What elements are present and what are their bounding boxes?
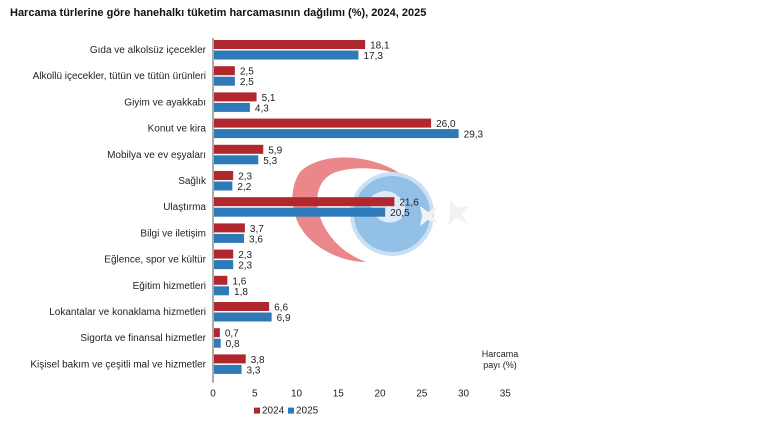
data-label: 2,3 xyxy=(238,261,252,272)
category-label: Ulaştırma xyxy=(163,202,206,213)
data-label: 5,1 xyxy=(262,93,276,104)
data-label: 6,6 xyxy=(274,303,288,314)
data-label: 5,3 xyxy=(263,156,277,167)
x-axis-label: payı (%) xyxy=(483,360,517,370)
data-label: 0,8 xyxy=(226,339,240,350)
bar-2025 xyxy=(214,102,250,112)
data-label: 2,3 xyxy=(238,250,252,261)
bar-2025 xyxy=(214,364,242,374)
data-label: 1,8 xyxy=(234,287,248,298)
category-label: Eğlence, spor ve kültür xyxy=(104,255,206,266)
legend-swatch xyxy=(254,407,260,414)
x-axis-label: Harcama xyxy=(482,349,519,359)
bar-2025 xyxy=(214,233,245,243)
x-tick-label: 5 xyxy=(252,389,258,400)
category-label: Mobilya ve ev eşyaları xyxy=(107,150,206,161)
category-label: Gıda ve alkolsüz içecekler xyxy=(90,45,207,56)
bar-2024 xyxy=(214,223,245,233)
chart-title: Harcama türlerine göre hanehalkı tüketim… xyxy=(10,7,427,19)
data-label: 2,5 xyxy=(240,67,254,78)
category-label: Konut ve kira xyxy=(148,124,207,135)
data-label: 20,5 xyxy=(390,208,410,219)
x-tick-label: 35 xyxy=(500,389,512,400)
bar-2024 xyxy=(214,328,220,338)
legend-label: 2024 xyxy=(262,406,285,417)
data-label: 21,6 xyxy=(399,198,419,209)
bar-2024 xyxy=(214,144,264,154)
data-label: 4,3 xyxy=(255,103,269,114)
bar-2025 xyxy=(214,207,386,217)
bar-2025 xyxy=(214,286,230,296)
data-label: 3,8 xyxy=(251,355,265,366)
bar-2024 xyxy=(214,66,235,76)
data-label: 29,3 xyxy=(464,130,484,141)
watermark-logo xyxy=(292,157,470,262)
legend-swatch xyxy=(288,407,294,414)
data-label: 26,0 xyxy=(436,119,456,130)
bar-2025 xyxy=(214,155,259,165)
data-label: 3,3 xyxy=(247,365,261,376)
data-label: 2,3 xyxy=(238,172,252,183)
data-label: 17,3 xyxy=(363,51,383,62)
category-label: Giyim ve ayakkabı xyxy=(124,97,206,108)
x-tick-label: 30 xyxy=(458,389,470,400)
category-label: Eğitim hizmetleri xyxy=(133,281,206,292)
legend-label: 2025 xyxy=(296,406,319,417)
data-label: 6,9 xyxy=(277,313,291,324)
bar-2025 xyxy=(214,260,234,270)
bar-2025 xyxy=(214,338,221,348)
x-tick-label: 0 xyxy=(210,389,216,400)
category-label: Alkollü içecekler, tütün ve tütün ürünle… xyxy=(33,71,206,82)
data-label: 2,5 xyxy=(240,77,254,88)
bar-2024 xyxy=(214,249,234,259)
category-label: Bilgi ve iletişim xyxy=(140,228,206,239)
category-label: Sigorta ve finansal hizmetler xyxy=(80,333,206,344)
bar-2024 xyxy=(214,118,432,128)
bar-2024 xyxy=(214,92,257,102)
x-tick-label: 15 xyxy=(333,389,345,400)
bar-2025 xyxy=(214,181,233,191)
x-tick-label: 25 xyxy=(416,389,428,400)
bar-2025 xyxy=(214,50,359,60)
bar-2025 xyxy=(214,312,272,322)
data-label: 0,7 xyxy=(225,329,239,340)
bar-2025 xyxy=(214,129,459,139)
bar-2024 xyxy=(214,275,228,285)
bar-2024 xyxy=(214,171,234,180)
bar-2025 xyxy=(214,76,235,86)
bar-2024 xyxy=(214,40,366,49)
data-label: 18,1 xyxy=(370,41,390,52)
x-tick-label: 20 xyxy=(374,389,386,400)
data-label: 1,6 xyxy=(232,276,246,287)
x-tick-label: 10 xyxy=(291,389,303,400)
category-label: Sağlık xyxy=(178,176,207,187)
category-label: Lokantalar ve konaklama hizmetleri xyxy=(49,307,206,318)
data-label: 3,7 xyxy=(250,224,264,235)
bar-2024 xyxy=(214,197,395,207)
bar-2024 xyxy=(214,302,270,311)
bar-2024 xyxy=(214,354,246,364)
category-label: Kişisel bakım ve çeşitli mal ve hizmetle… xyxy=(30,359,206,370)
data-label: 3,6 xyxy=(249,234,263,245)
data-label: 2,2 xyxy=(237,182,251,193)
data-label: 5,9 xyxy=(268,145,282,156)
